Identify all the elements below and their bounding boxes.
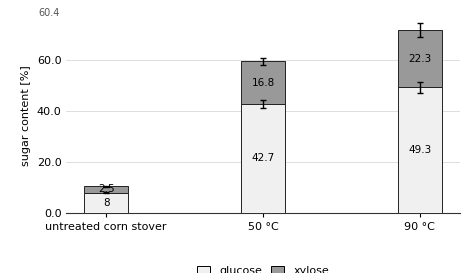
Bar (398, 87, 442, 213)
Text: 2.5: 2.5 (98, 184, 115, 194)
Text: 60.4: 60.4 (38, 8, 59, 18)
Y-axis label: sugar content [%]: sugar content [%] (21, 66, 31, 167)
Bar (241, 104, 285, 213)
Bar (241, 61, 285, 104)
Text: 16.8: 16.8 (251, 78, 275, 88)
Text: 42.7: 42.7 (251, 153, 275, 164)
Text: 49.3: 49.3 (408, 145, 431, 155)
Bar (398, 30, 442, 87)
Bar (84, 186, 128, 192)
Bar (84, 192, 128, 213)
Legend: glucose, xylose: glucose, xylose (192, 261, 334, 273)
Text: 8: 8 (103, 198, 109, 208)
Text: 22.3: 22.3 (408, 54, 431, 64)
